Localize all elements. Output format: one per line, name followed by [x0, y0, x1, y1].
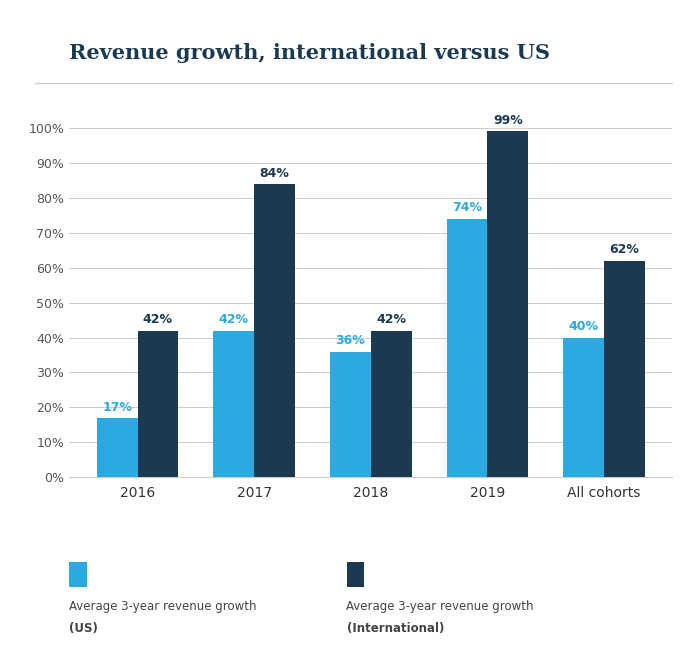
Text: 42%: 42% [143, 314, 173, 326]
Bar [446, 219, 487, 477]
Text: 74%: 74% [452, 202, 482, 214]
Text: Average 3-year revenue growth: Average 3-year revenue growth [69, 600, 257, 613]
Bar [371, 331, 412, 477]
Text: 84%: 84% [260, 166, 290, 180]
Bar [213, 331, 254, 477]
Text: (US): (US) [69, 622, 98, 635]
Text: 42%: 42% [219, 314, 249, 326]
Text: 17%: 17% [102, 400, 132, 414]
Bar [563, 337, 604, 477]
Text: 40%: 40% [568, 320, 599, 333]
Text: Revenue growth, international versus US: Revenue growth, international versus US [69, 43, 550, 63]
Bar [487, 131, 528, 477]
Text: 36%: 36% [335, 334, 365, 347]
Bar [137, 331, 178, 477]
Bar [330, 351, 371, 477]
Text: Average 3-year revenue growth: Average 3-year revenue growth [346, 600, 534, 613]
Bar [97, 418, 137, 477]
Text: (International): (International) [346, 622, 444, 635]
Bar [254, 184, 295, 477]
Text: 42%: 42% [376, 314, 406, 326]
Text: 62%: 62% [609, 243, 640, 257]
Bar [604, 261, 644, 477]
Text: 99%: 99% [493, 114, 523, 127]
